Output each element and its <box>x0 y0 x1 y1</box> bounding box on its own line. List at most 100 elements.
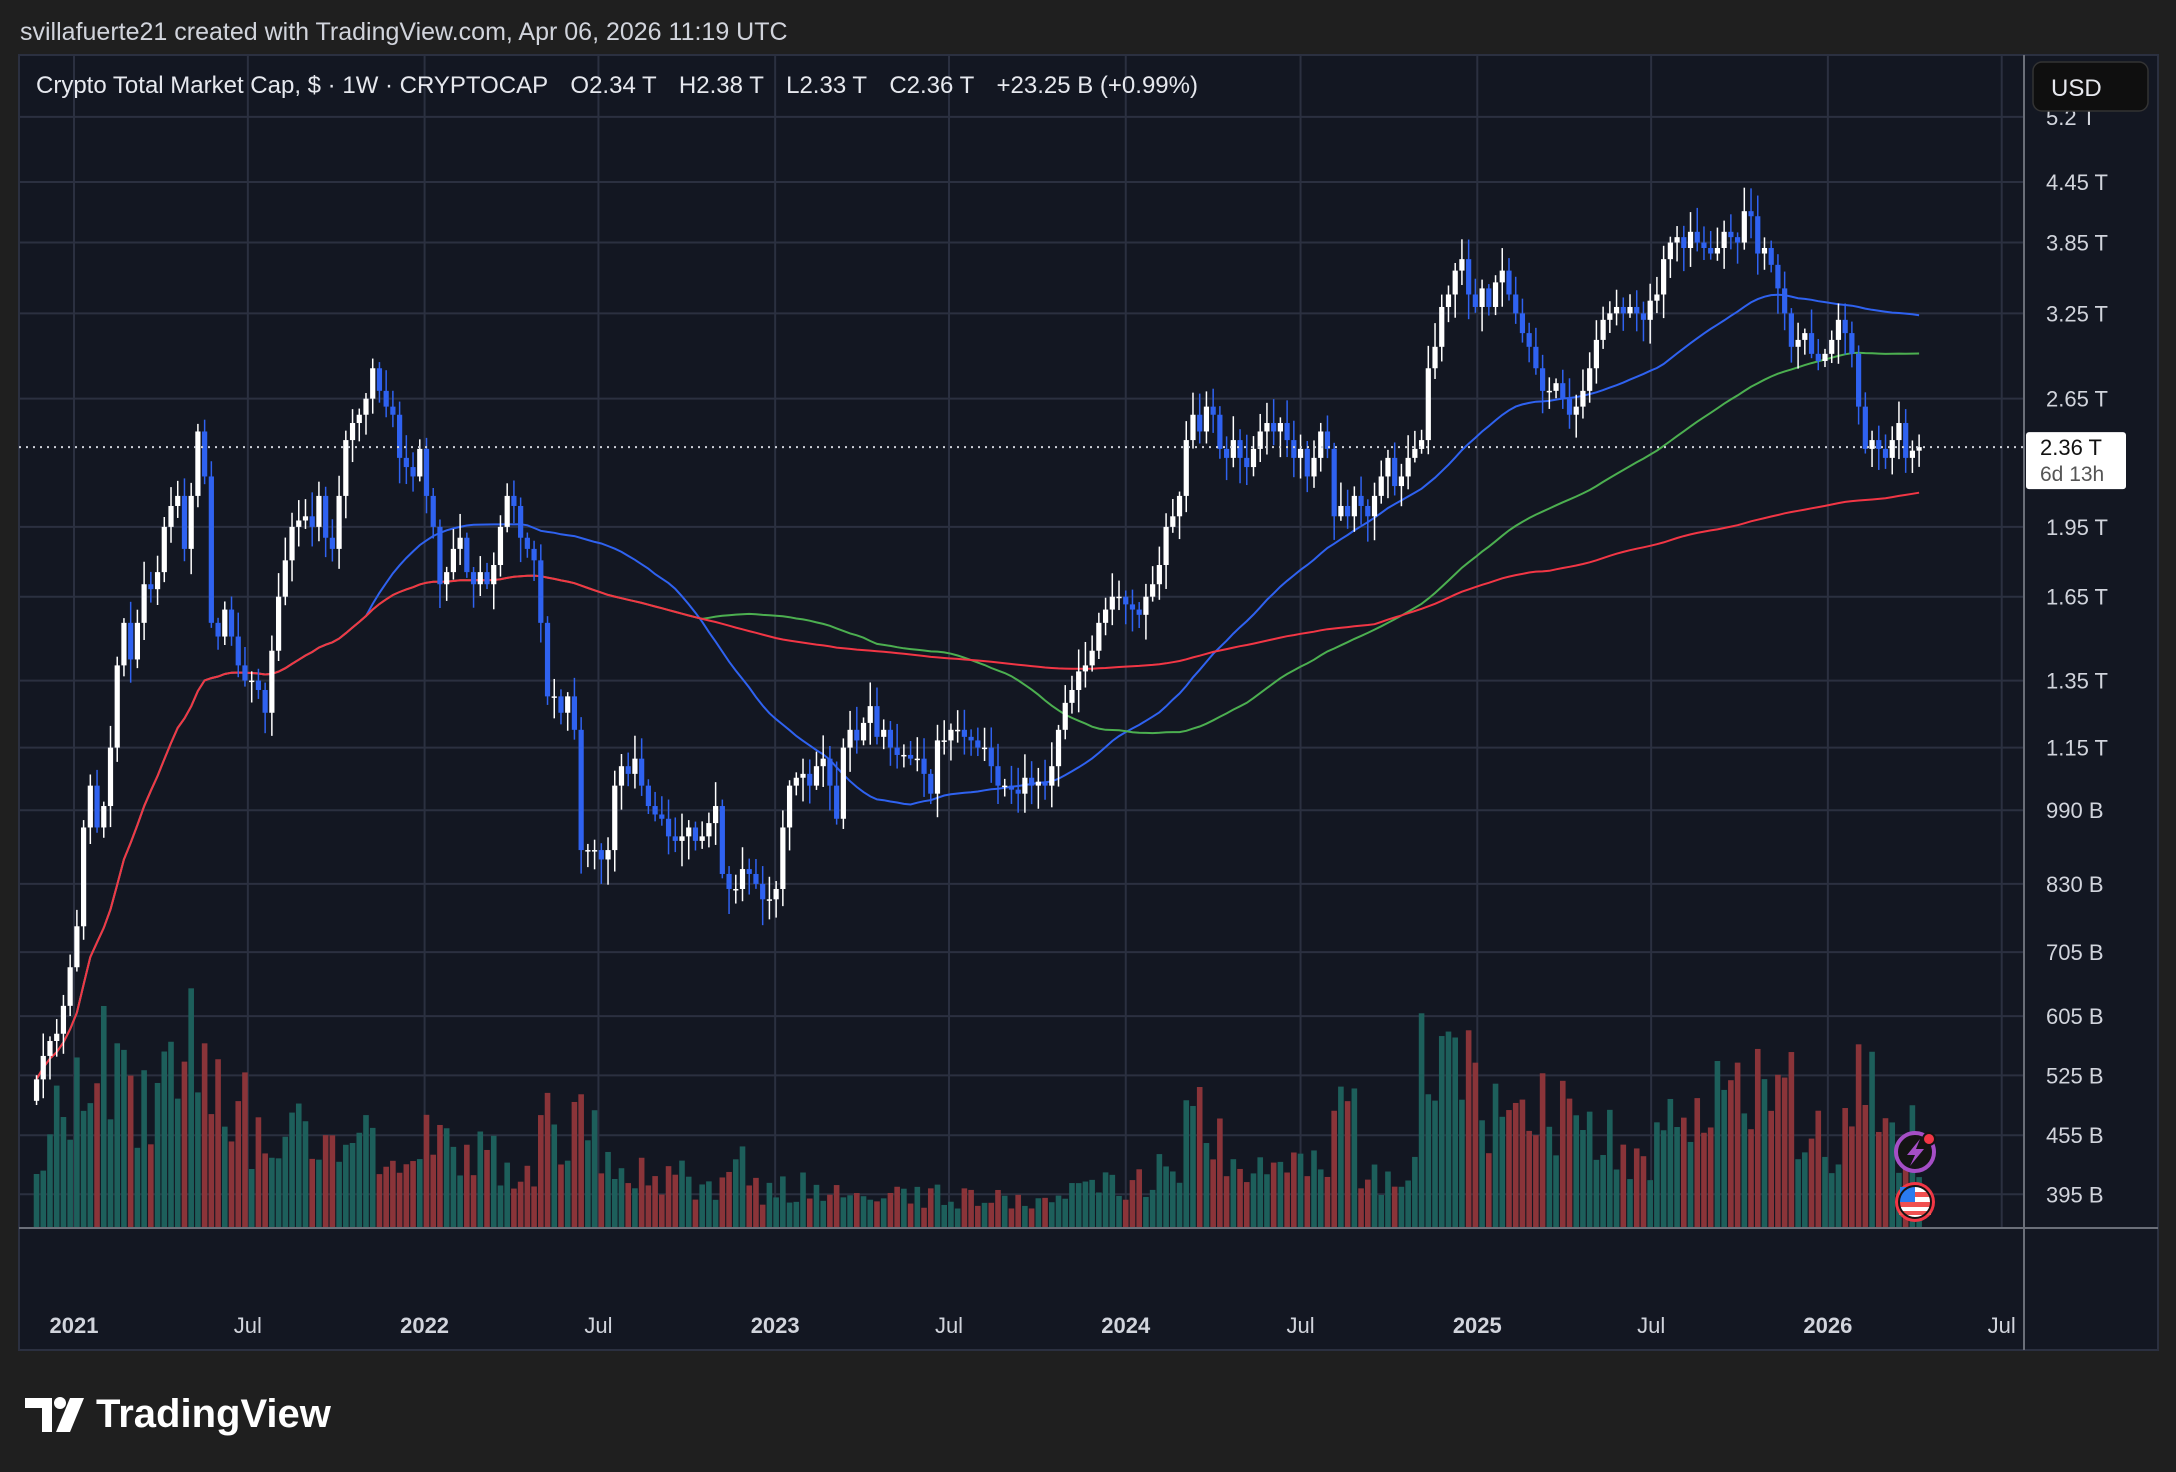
volume-bar <box>60 1117 67 1228</box>
volume-bar <box>1075 1183 1082 1228</box>
candle-down <box>1304 440 1310 493</box>
volume-bar <box>1781 1077 1788 1228</box>
y-tick-label: 1.65 T <box>2046 585 2108 610</box>
candle-up <box>1667 236 1673 278</box>
candle-up <box>1445 285 1452 323</box>
us-flag-economic-event-icon[interactable] <box>1895 1182 1935 1222</box>
volume-bar <box>1385 1171 1391 1228</box>
candle-up <box>1297 434 1304 479</box>
candle-down <box>1136 602 1142 629</box>
volume-bar <box>1089 1179 1095 1228</box>
candle-up <box>1714 227 1721 261</box>
candle-up <box>1573 394 1579 438</box>
candle-down <box>1903 409 1909 473</box>
candle-up <box>1439 294 1445 362</box>
candle-down <box>148 571 154 603</box>
volume-bar <box>1815 1110 1822 1228</box>
candle-down <box>1472 278 1478 313</box>
candle-up <box>1499 248 1505 307</box>
volume-bar <box>1694 1098 1701 1228</box>
volume-bar <box>1069 1183 1075 1228</box>
candle-up <box>1553 378 1559 399</box>
volume-bar <box>1842 1108 1848 1228</box>
candle-down <box>659 796 665 826</box>
volume-bar <box>1593 1159 1600 1228</box>
volume-bar <box>497 1185 504 1228</box>
volume-bar <box>793 1201 800 1228</box>
candle-down <box>726 866 732 915</box>
candle-down <box>1392 442 1398 496</box>
volume-bar <box>854 1193 860 1228</box>
volume-bar <box>1559 1080 1566 1228</box>
lightning-event-icon[interactable] <box>1894 1131 1936 1173</box>
candle-up <box>1190 392 1196 449</box>
candle-up <box>1425 345 1431 455</box>
y-tick-label: 2.65 T <box>2046 387 2108 412</box>
candle-up <box>1203 391 1210 444</box>
candle-up <box>316 481 322 542</box>
candle-up <box>1829 330 1835 364</box>
volume-bar <box>679 1160 685 1228</box>
volume-bar <box>887 1192 894 1228</box>
candle-down <box>1876 425 1882 470</box>
candle-up <box>981 727 988 762</box>
volume-bar <box>564 1160 571 1228</box>
currency-button[interactable]: USD <box>2032 61 2149 112</box>
candle-up <box>1371 482 1378 541</box>
volume-bar <box>766 1182 773 1228</box>
volume-bar <box>1304 1176 1311 1228</box>
candle-down <box>208 461 214 628</box>
x-tick-label: Jul <box>584 1313 612 1338</box>
volume-bar <box>1855 1044 1862 1228</box>
volume-bar <box>1223 1176 1230 1228</box>
volume-bar <box>1297 1153 1304 1228</box>
volume-bar <box>786 1202 793 1228</box>
volume-bar <box>1210 1159 1216 1228</box>
candle-down <box>1755 195 1761 275</box>
candle-down <box>1540 354 1546 414</box>
candle-up <box>336 475 342 569</box>
logo-text: TradingView <box>96 1392 332 1436</box>
candle-down <box>531 540 537 581</box>
candle-up <box>739 847 746 902</box>
candle-up <box>1069 675 1075 714</box>
volume-bar <box>538 1115 544 1228</box>
candle-down <box>1640 301 1647 342</box>
candle-up <box>1385 449 1391 499</box>
candle-up <box>121 618 127 677</box>
candle-down <box>907 741 914 766</box>
volume-bar <box>1788 1052 1795 1228</box>
volume-bar <box>524 1165 531 1228</box>
volume-bar <box>107 1119 114 1228</box>
volume-bar <box>309 1158 316 1228</box>
volume-bar <box>302 1121 309 1228</box>
candle-up <box>60 994 67 1054</box>
grid-lines <box>19 55 2024 1228</box>
volume-bar <box>800 1172 806 1228</box>
candle-down <box>376 362 383 403</box>
candle-up <box>706 812 712 848</box>
volume-bar <box>1539 1073 1546 1228</box>
volume-bar <box>1405 1180 1411 1228</box>
volume-bar <box>1291 1152 1297 1228</box>
volume-bar <box>1230 1159 1237 1228</box>
chart-panel[interactable]: 5.2 T4.45 T3.85 T3.25 T2.65 T1.95 T1.65 … <box>18 54 2159 1351</box>
candle-down <box>1324 415 1331 459</box>
volume-bar <box>464 1144 470 1228</box>
candle-up <box>1022 754 1028 813</box>
time-axis[interactable]: 2021 Jul 2022 Jul 2023 Jul 2024 Jul 2025 Jul 2026 J… <box>50 1313 2016 1338</box>
candle-down <box>1681 225 1687 272</box>
candle-up <box>1398 463 1405 507</box>
volume-bar <box>1324 1176 1331 1228</box>
volume-bar <box>941 1204 948 1228</box>
candle-down <box>242 647 248 687</box>
volume-bar <box>40 1170 47 1228</box>
volume-bar <box>927 1188 934 1228</box>
volume-bar <box>349 1142 356 1228</box>
candle-up <box>1143 583 1149 640</box>
volume-bar <box>1546 1126 1553 1228</box>
candle-up <box>356 408 362 442</box>
volume-bar <box>1633 1148 1640 1228</box>
candle-down <box>464 532 470 578</box>
